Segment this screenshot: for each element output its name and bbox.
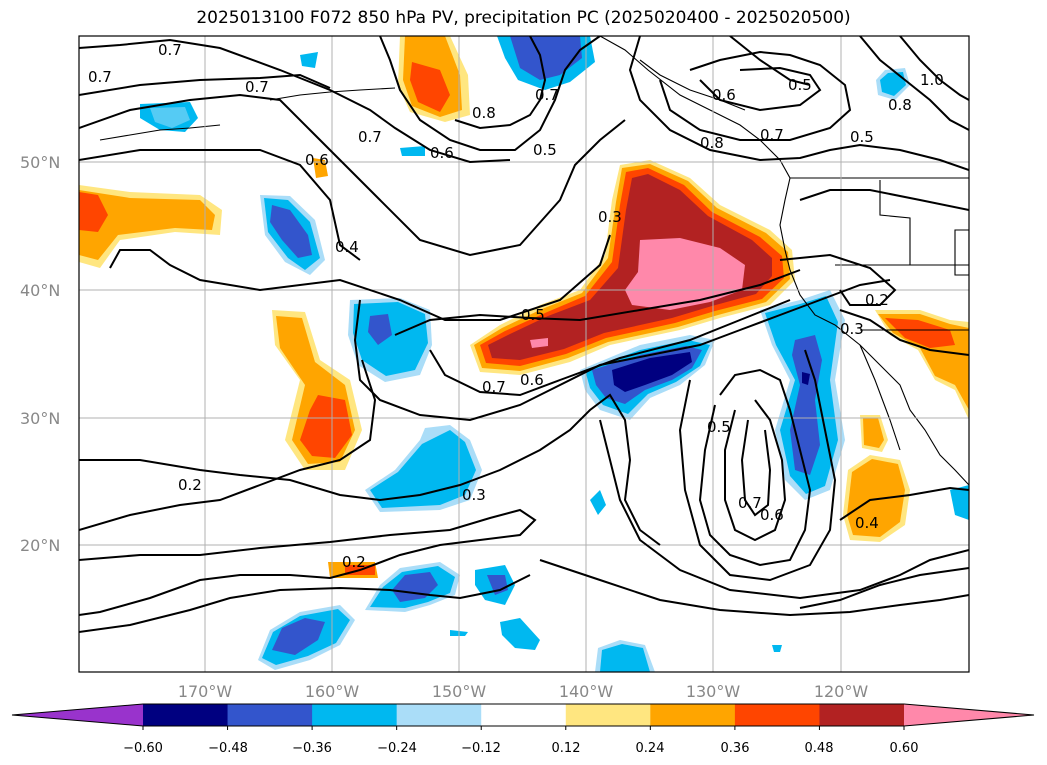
colorbar-segment [227,704,313,726]
colorbar-tick-label: −0.12 [461,741,501,756]
colorbar-segment [734,704,820,726]
lat-label: 50°N [20,153,60,172]
contour-label: 0.4 [335,238,359,256]
contour-label: 0.7 [738,494,762,512]
contour-label: 0.3 [462,486,486,504]
precip-shading [79,36,969,672]
colorbar-tick-label: −0.36 [292,741,332,756]
contour-label: 0.4 [855,514,879,532]
lon-label: 120°W [814,682,869,701]
lat-label: 20°N [20,536,60,555]
contour-label: 0.7 [158,41,182,59]
contour-label: 0.2 [342,553,366,571]
colorbar-extend-low [12,704,143,726]
lon-label: 140°W [559,682,614,701]
contour-label: 0.7 [535,86,559,104]
colorbar-segment [565,704,651,726]
contour-label: 0.8 [888,96,912,114]
contour-label: 0.8 [700,134,724,152]
contour-label: 1.0 [920,71,944,89]
latitude-labels: 50°N 40°N 30°N 20°N [20,153,60,555]
colorbar-tick-label: 0.48 [805,741,834,756]
contour-label: 0.5 [707,418,731,436]
contour-labels: 0.7 0.7 0.7 0.7 0.6 0.6 0.8 0.7 0.5 0.6 … [88,41,944,571]
contour-label: 0.5 [521,306,545,324]
colorbar-tick-label: −0.24 [377,741,417,756]
contour-label: 0.2 [865,291,889,309]
colorbar-extend-high [904,704,1034,726]
contour-label: 0.6 [430,144,454,162]
colorbar [11,703,1035,730]
colorbar-tick-label: 0.60 [890,741,919,756]
colorbar-segment [143,704,229,726]
colorbar-tick-label: 0.24 [636,741,665,756]
lon-label: 150°W [432,682,487,701]
contour-label: 0.6 [712,86,736,104]
contour-label: 0.6 [305,151,329,169]
contour-label: 0.5 [533,141,557,159]
lon-label: 130°W [686,682,741,701]
contour-label: 0.6 [760,506,784,524]
longitude-labels: 170°W 160°W 150°W 140°W 130°W 120°W [178,682,869,701]
contour-label: 0.6 [520,371,544,389]
contour-label: 0.5 [788,76,812,94]
map-title: 2025013100 F072 850 hPa PV, precipitatio… [196,8,851,28]
contour-label: 0.7 [482,378,506,396]
colorbar-segment [819,704,905,726]
lat-label: 40°N [20,281,60,300]
contour-label: 0.5 [850,128,874,146]
colorbar-segment [481,704,567,726]
colorbar-tick-label: 0.36 [721,741,750,756]
colorbar-segment [396,704,482,726]
contour-label: 0.3 [598,208,622,226]
contour-label: 0.8 [472,104,496,122]
colorbar-segment [312,704,398,726]
colorbar-tick-label: 0.12 [552,741,581,756]
contour-label: 0.7 [88,68,112,86]
contour-label: 0.7 [760,126,784,144]
lon-label: 160°W [305,682,360,701]
contour-label: 0.3 [840,320,864,338]
contour-label: 0.7 [358,128,382,146]
colorbar-segment [650,704,736,726]
plot-frame [78,35,970,673]
colorbar-ticks: −0.60 −0.48 −0.36 −0.24 −0.12 0.12 0.24 … [123,741,918,756]
lat-label: 30°N [20,409,60,428]
colorbar-tick-label: −0.60 [123,741,163,756]
colorbar-tick-label: −0.48 [208,741,248,756]
pv-contours [79,36,969,633]
lon-label: 170°W [178,682,233,701]
contour-label: 0.2 [178,476,202,494]
contour-label: 0.7 [245,78,269,96]
